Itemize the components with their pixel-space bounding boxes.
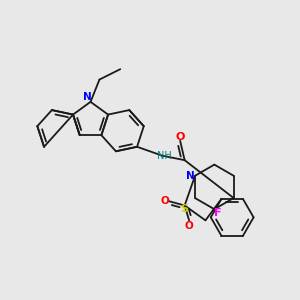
Text: N: N xyxy=(186,171,195,181)
Text: F: F xyxy=(214,208,222,218)
Text: N: N xyxy=(83,92,92,102)
Text: O: O xyxy=(176,132,185,142)
Text: O: O xyxy=(160,196,169,206)
Text: O: O xyxy=(185,221,194,231)
Text: S: S xyxy=(181,204,189,214)
Text: NH: NH xyxy=(157,151,172,161)
